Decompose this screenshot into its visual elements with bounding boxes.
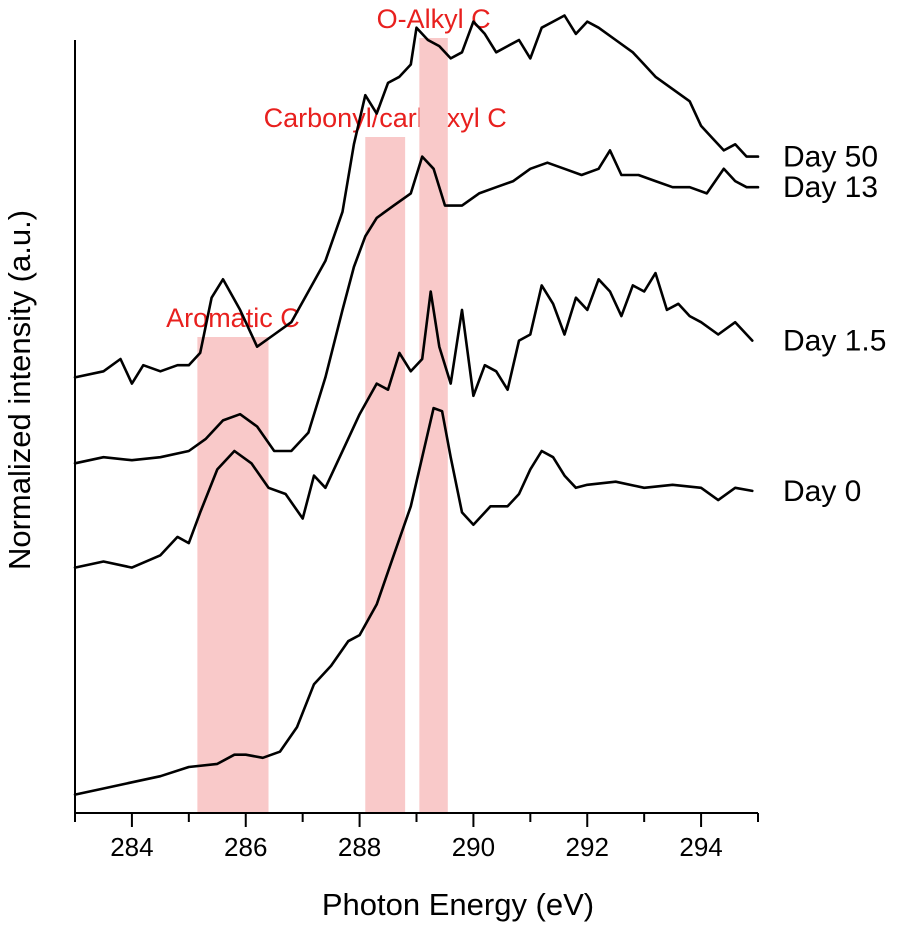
band-label: Carbonyl/carboxyl C [264,103,507,133]
axes: 284 286 288 290 292 294 [74,40,759,862]
series-line-day-0 [73,406,754,796]
x-axis-ticks: 284 286 288 290 292 294 [74,813,759,862]
band-label: Aromatic C [166,303,300,333]
x-axis-title: Photon Energy (eV) [322,887,594,922]
spectrum-lines [73,14,760,796]
band-aromatic-c [197,337,269,813]
band-label: O-Alkyl C [377,4,491,34]
series-line-day-1-5 [73,271,754,569]
series-label-day-0: Day 0 [783,475,861,508]
series-line-day-50 [73,14,760,385]
x-tick-label: 294 [679,832,722,862]
y-axis-title: Normalized intensity (a.u.) [2,210,37,570]
band-carbonyl-carboxyl-c [365,137,406,813]
x-tick-label: 286 [224,832,267,862]
series-label-day-1-5: Day 1.5 [783,325,886,358]
x-tick-label: 284 [110,832,153,862]
x-tick-label: 288 [338,832,381,862]
series-label-day-50: Day 50 [783,141,878,174]
series-line-day-13 [73,149,760,465]
series-label-day-13: Day 13 [783,171,878,204]
x-tick-label: 292 [566,832,609,862]
energy-band-highlights: Aromatic C Carbonyl/carboxyl C O-Alkyl C [166,4,507,813]
x-tick-label: 290 [452,832,495,862]
